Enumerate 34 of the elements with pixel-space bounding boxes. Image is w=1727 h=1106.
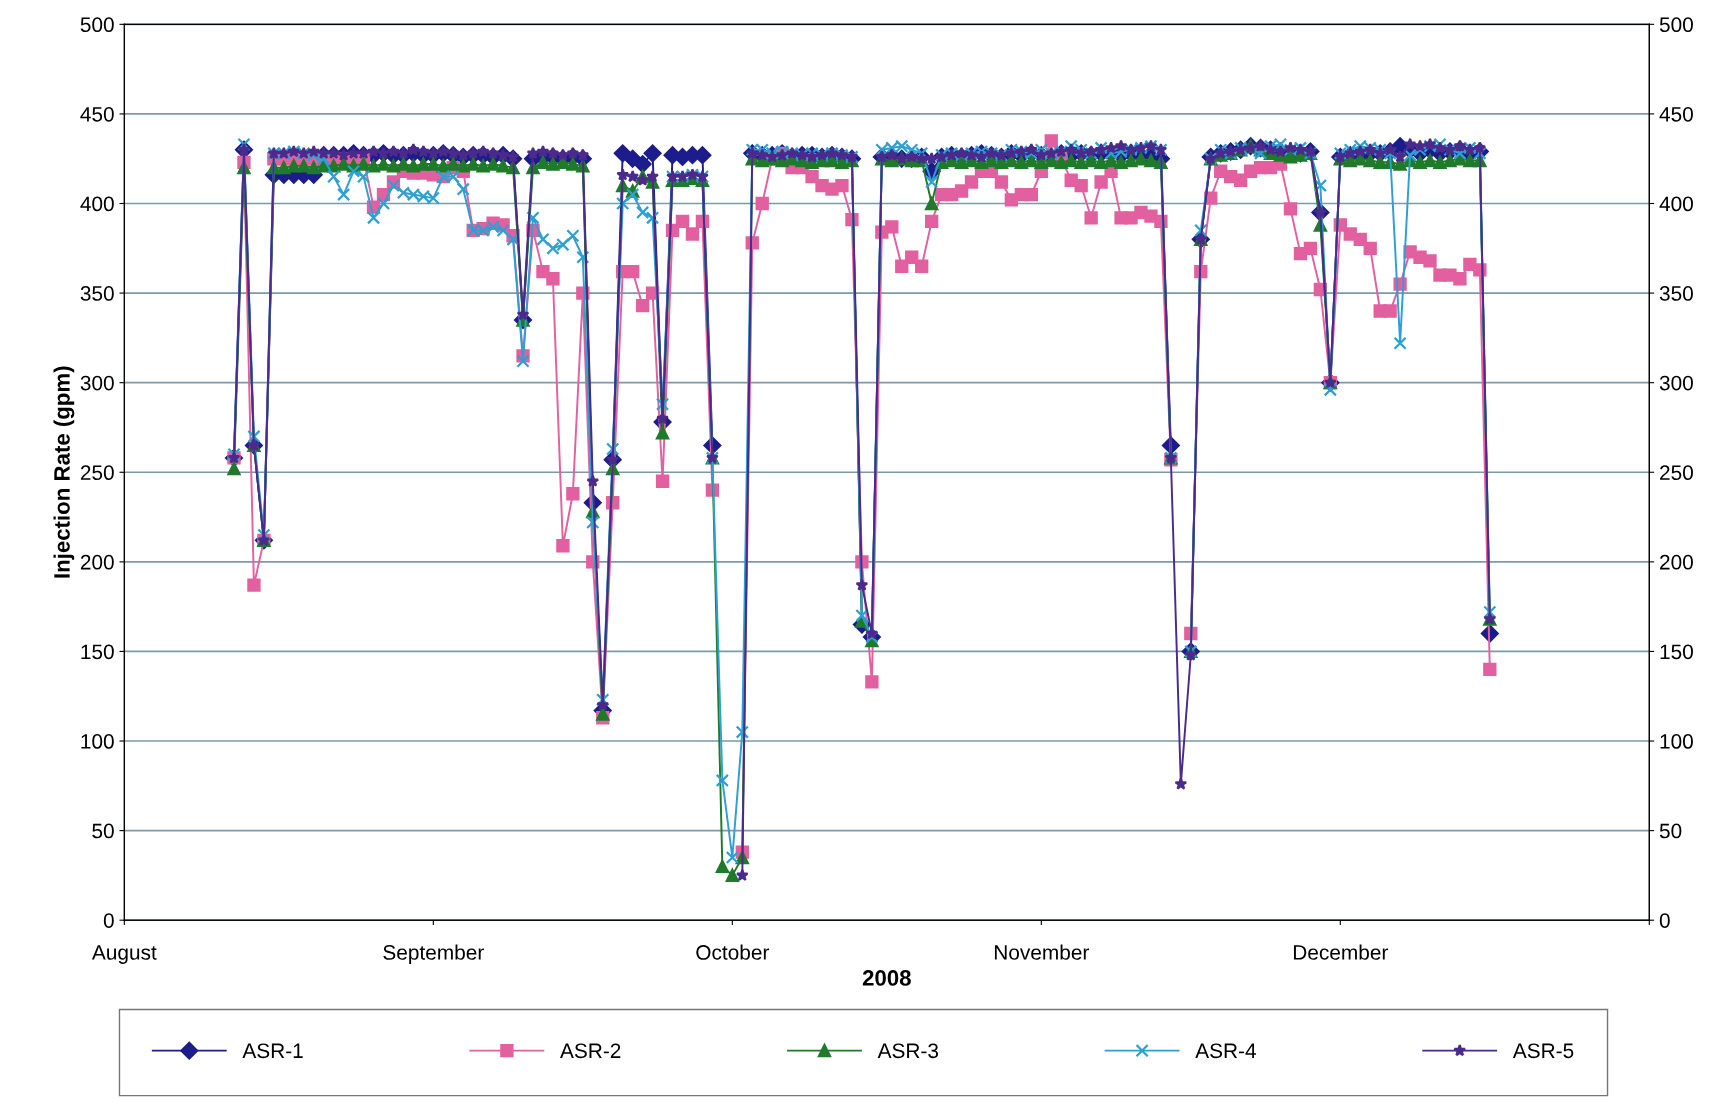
legend-label: ASR-1 <box>242 1043 303 1059</box>
x-tick-label: September <box>383 944 484 964</box>
y2-tick-label: 200 <box>1660 554 1693 570</box>
y2-tick-label: 400 <box>1659 196 1693 212</box>
x-tick-label: August <box>91 945 157 964</box>
y-tick-label: 150 <box>81 644 114 660</box>
y-tick-label: 500 <box>80 17 114 33</box>
x-tick-label: October <box>696 944 770 960</box>
y2-tick-label: 300 <box>1659 375 1693 391</box>
y2-tick-label: 0 <box>1659 913 1670 928</box>
y-tick-label: 450 <box>80 106 114 122</box>
y-tick-label: 250 <box>80 465 114 481</box>
y2-tick-label: 350 <box>1659 286 1693 301</box>
legend-label: ASR-5 <box>1512 1043 1574 1059</box>
y2-tick-label: 100 <box>1660 734 1693 749</box>
legend-label: ASR-3 <box>877 1043 939 1059</box>
y-axis-title: Injection Rate (gpm) <box>53 366 75 578</box>
y2-tick-label: 250 <box>1660 465 1693 481</box>
y-tick-label: 0 <box>103 913 114 928</box>
x-tick-label: December <box>1293 944 1389 960</box>
y-tick-label: 400 <box>80 196 114 212</box>
y-tick-label: 50 <box>92 823 114 839</box>
y2-tick-label: 500 <box>1659 17 1693 33</box>
y-tick-label: 350 <box>80 286 114 301</box>
legend-label: ASR-4 <box>1195 1043 1256 1059</box>
legend-label: ASR-2 <box>560 1043 621 1059</box>
x-tick-label: November <box>994 944 1090 960</box>
y2-tick-label: 150 <box>1660 644 1693 660</box>
y2-tick-label: 50 <box>1659 823 1682 839</box>
y-tick-label: 100 <box>81 734 114 749</box>
x-axis-title: 2008 <box>862 970 911 986</box>
y-tick-label: 200 <box>80 554 114 570</box>
y-tick-label: 300 <box>80 375 114 391</box>
y2-tick-label: 450 <box>1659 106 1693 122</box>
